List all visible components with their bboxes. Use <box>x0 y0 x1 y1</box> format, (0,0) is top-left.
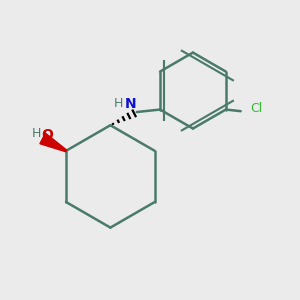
Text: Cl: Cl <box>250 102 263 115</box>
Text: H: H <box>32 127 41 140</box>
Text: H: H <box>114 97 123 110</box>
Polygon shape <box>40 133 67 152</box>
Text: N: N <box>125 97 137 111</box>
Text: O: O <box>42 128 54 142</box>
